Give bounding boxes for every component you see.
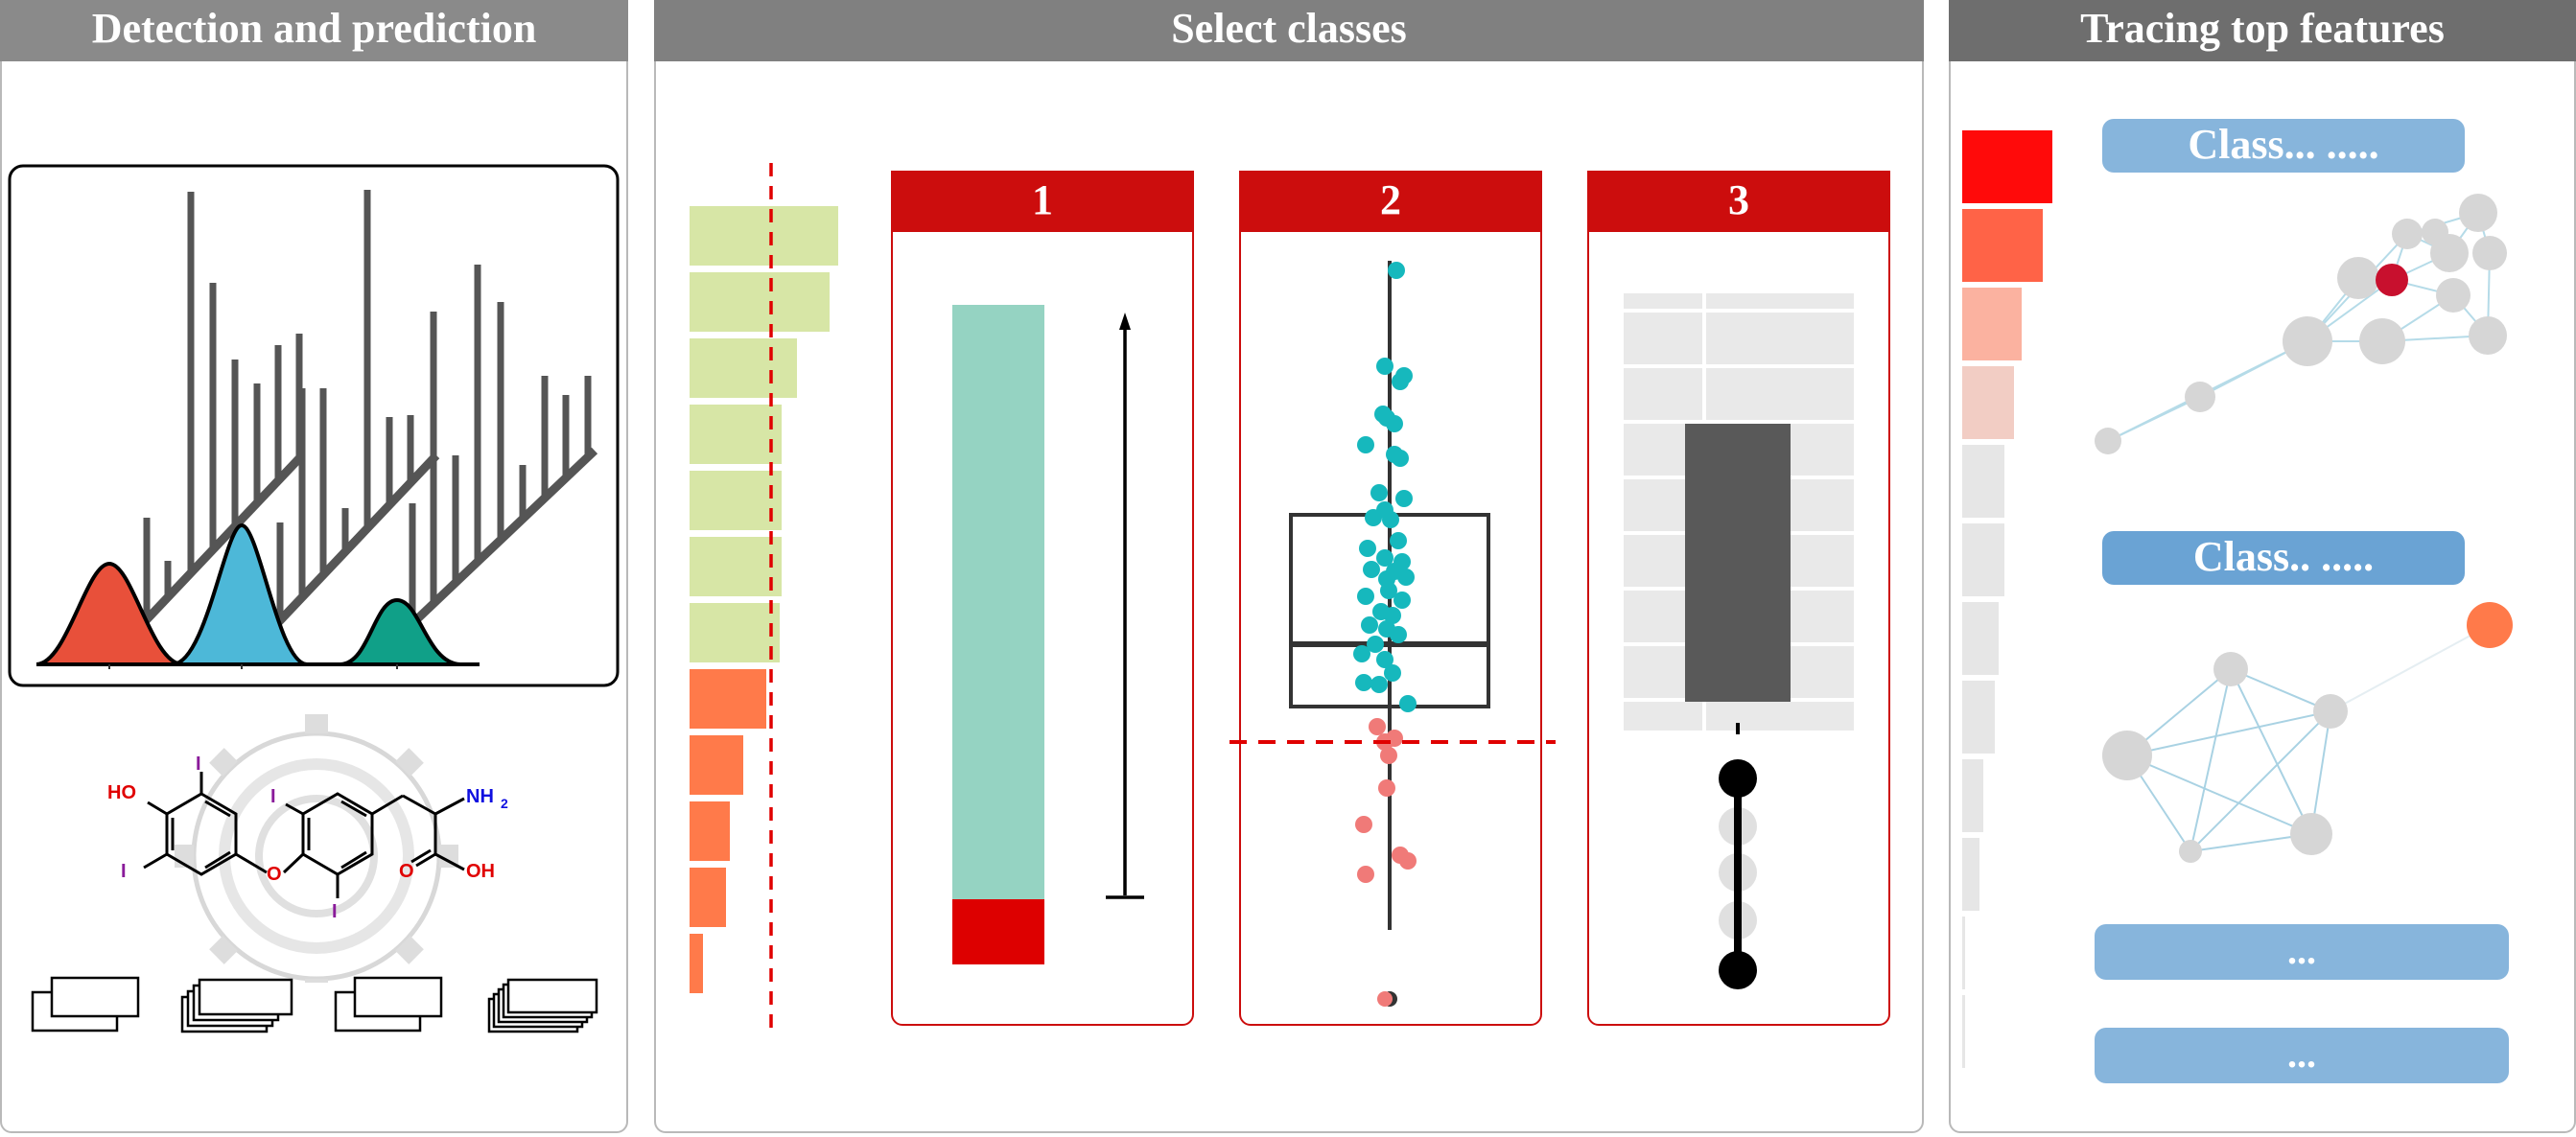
fold-change-bar [952,305,1144,964]
upset-bar [1624,293,1854,989]
feature-network-2 [2102,602,2513,863]
jitter-point [1392,450,1409,467]
importance-bar-ranking [690,163,838,1035]
jitter-point [1384,664,1401,682]
molecule-label-o-carbonyl: O [399,861,414,882]
jitter-point [1367,636,1384,653]
jitter-point [1376,549,1393,567]
jitter-point [1380,747,1397,764]
jitter-point [1380,582,1397,599]
jitter-point [1376,651,1393,668]
class-label-1[interactable]: Class... ..... [2102,119,2465,173]
select-classes-panel: Select classes 1 [654,0,1924,1133]
molecule-label-oh: OH [466,861,495,882]
molecule-label-iodine-3: I [270,786,276,807]
jitter-point [1369,718,1386,735]
ranking-bar [690,801,730,861]
jitter-point [1357,436,1374,453]
class-label-2[interactable]: Class.. ..... [2102,531,2465,585]
feature-rank-bars [1962,130,2052,1068]
jitter-point [1386,415,1403,432]
ranking-bar [690,471,782,530]
molecule-label-nh2: NH [466,786,494,807]
ranking-bar [690,272,830,332]
set-dot-top [1719,759,1757,798]
jitter-point [1370,676,1388,693]
ranking-bar [690,934,703,993]
detection-panel: Detection and prediction [0,0,628,1133]
intersection-bar [1685,424,1791,702]
select-classes-title: Select classes [654,0,1924,61]
sample-card-icons [31,976,598,1033]
class-panel-2-label: 2 [1239,171,1542,232]
molecule-label-iodine-4: I [332,901,338,922]
chromatogram-frame [8,164,620,687]
threshold-line-horizontal [1229,740,1556,744]
ranking-bar [690,735,743,795]
peak-blue [172,522,308,666]
ranking-bar [690,669,766,729]
jitter-point [1392,373,1409,390]
jitter-point [1376,358,1393,375]
jitter-point [1363,561,1380,578]
jitter-point [1384,607,1401,624]
ranking-bar [690,405,782,464]
class-panel-3: 3 [1587,171,1890,1026]
peak-detection-illustration [8,164,620,687]
jitter-point [1388,262,1405,279]
jitter-point [1395,490,1413,507]
molecule-label-iodine-1: I [196,754,201,775]
peak-red [35,561,183,666]
jitter-point [1399,852,1417,870]
molecule-label-nh2-subscript: 2 [501,796,508,811]
jitter-point [1382,511,1399,528]
jitter-point [1393,592,1411,609]
jitter-point [1353,645,1370,662]
ranking-bar [690,338,797,398]
peak-green [340,597,461,666]
highlighted-node [2376,264,2408,296]
molecule-label-ho: HO [107,782,136,803]
tracing-panel: Tracing top features Class... ..... Clas… [1949,0,2576,1133]
highlighted-node-orange [2467,602,2513,648]
jitter-point [1355,816,1372,833]
detection-panel-title: Detection and prediction [0,0,628,61]
fold-bar-red [952,899,1044,964]
ranking-bar [690,868,726,927]
spectrum-sticks [143,190,592,623]
molecule-label-o-ether: O [267,864,282,885]
jitter-point [1390,532,1407,549]
feature-network-1 [2095,194,2507,454]
class-label-4[interactable]: ... [2095,1028,2509,1083]
class-panel-1-label: 1 [891,171,1194,232]
jitter-point [1378,779,1395,797]
jitter-point [1357,588,1374,605]
jitter-point [1357,866,1374,883]
jitter-point [1361,616,1378,634]
fold-bar-teal [952,305,1044,899]
thyroxine-molecule: HO NH 2 OH O O I I I I [107,714,508,983]
salmon-points [1355,718,1417,883]
jitter-point [1355,674,1372,691]
set-dot-bottom [1719,951,1757,989]
molecule-label-iodine-2: I [121,861,127,882]
class-panel-2: 2 [1239,171,1542,1026]
class-panel-3-label: 3 [1587,171,1890,232]
boxplot-jitter [1289,261,1490,1007]
class-panel-1: 1 [891,171,1194,1026]
arrow-up-icon [1119,313,1131,330]
ranking-bar [690,537,782,596]
tracing-panel-title: Tracing top features [1949,0,2576,61]
ranking-bar [690,603,780,662]
jitter-point [1399,695,1417,712]
ranking-bar [690,206,838,266]
class-label-3[interactable]: ... [2095,924,2509,980]
jitter-point [1365,509,1382,526]
jitter-point [1370,484,1388,501]
teal-points [1353,262,1417,712]
jitter-point [1390,626,1407,643]
jitter-point [1397,568,1415,586]
jitter-point [1359,540,1376,557]
